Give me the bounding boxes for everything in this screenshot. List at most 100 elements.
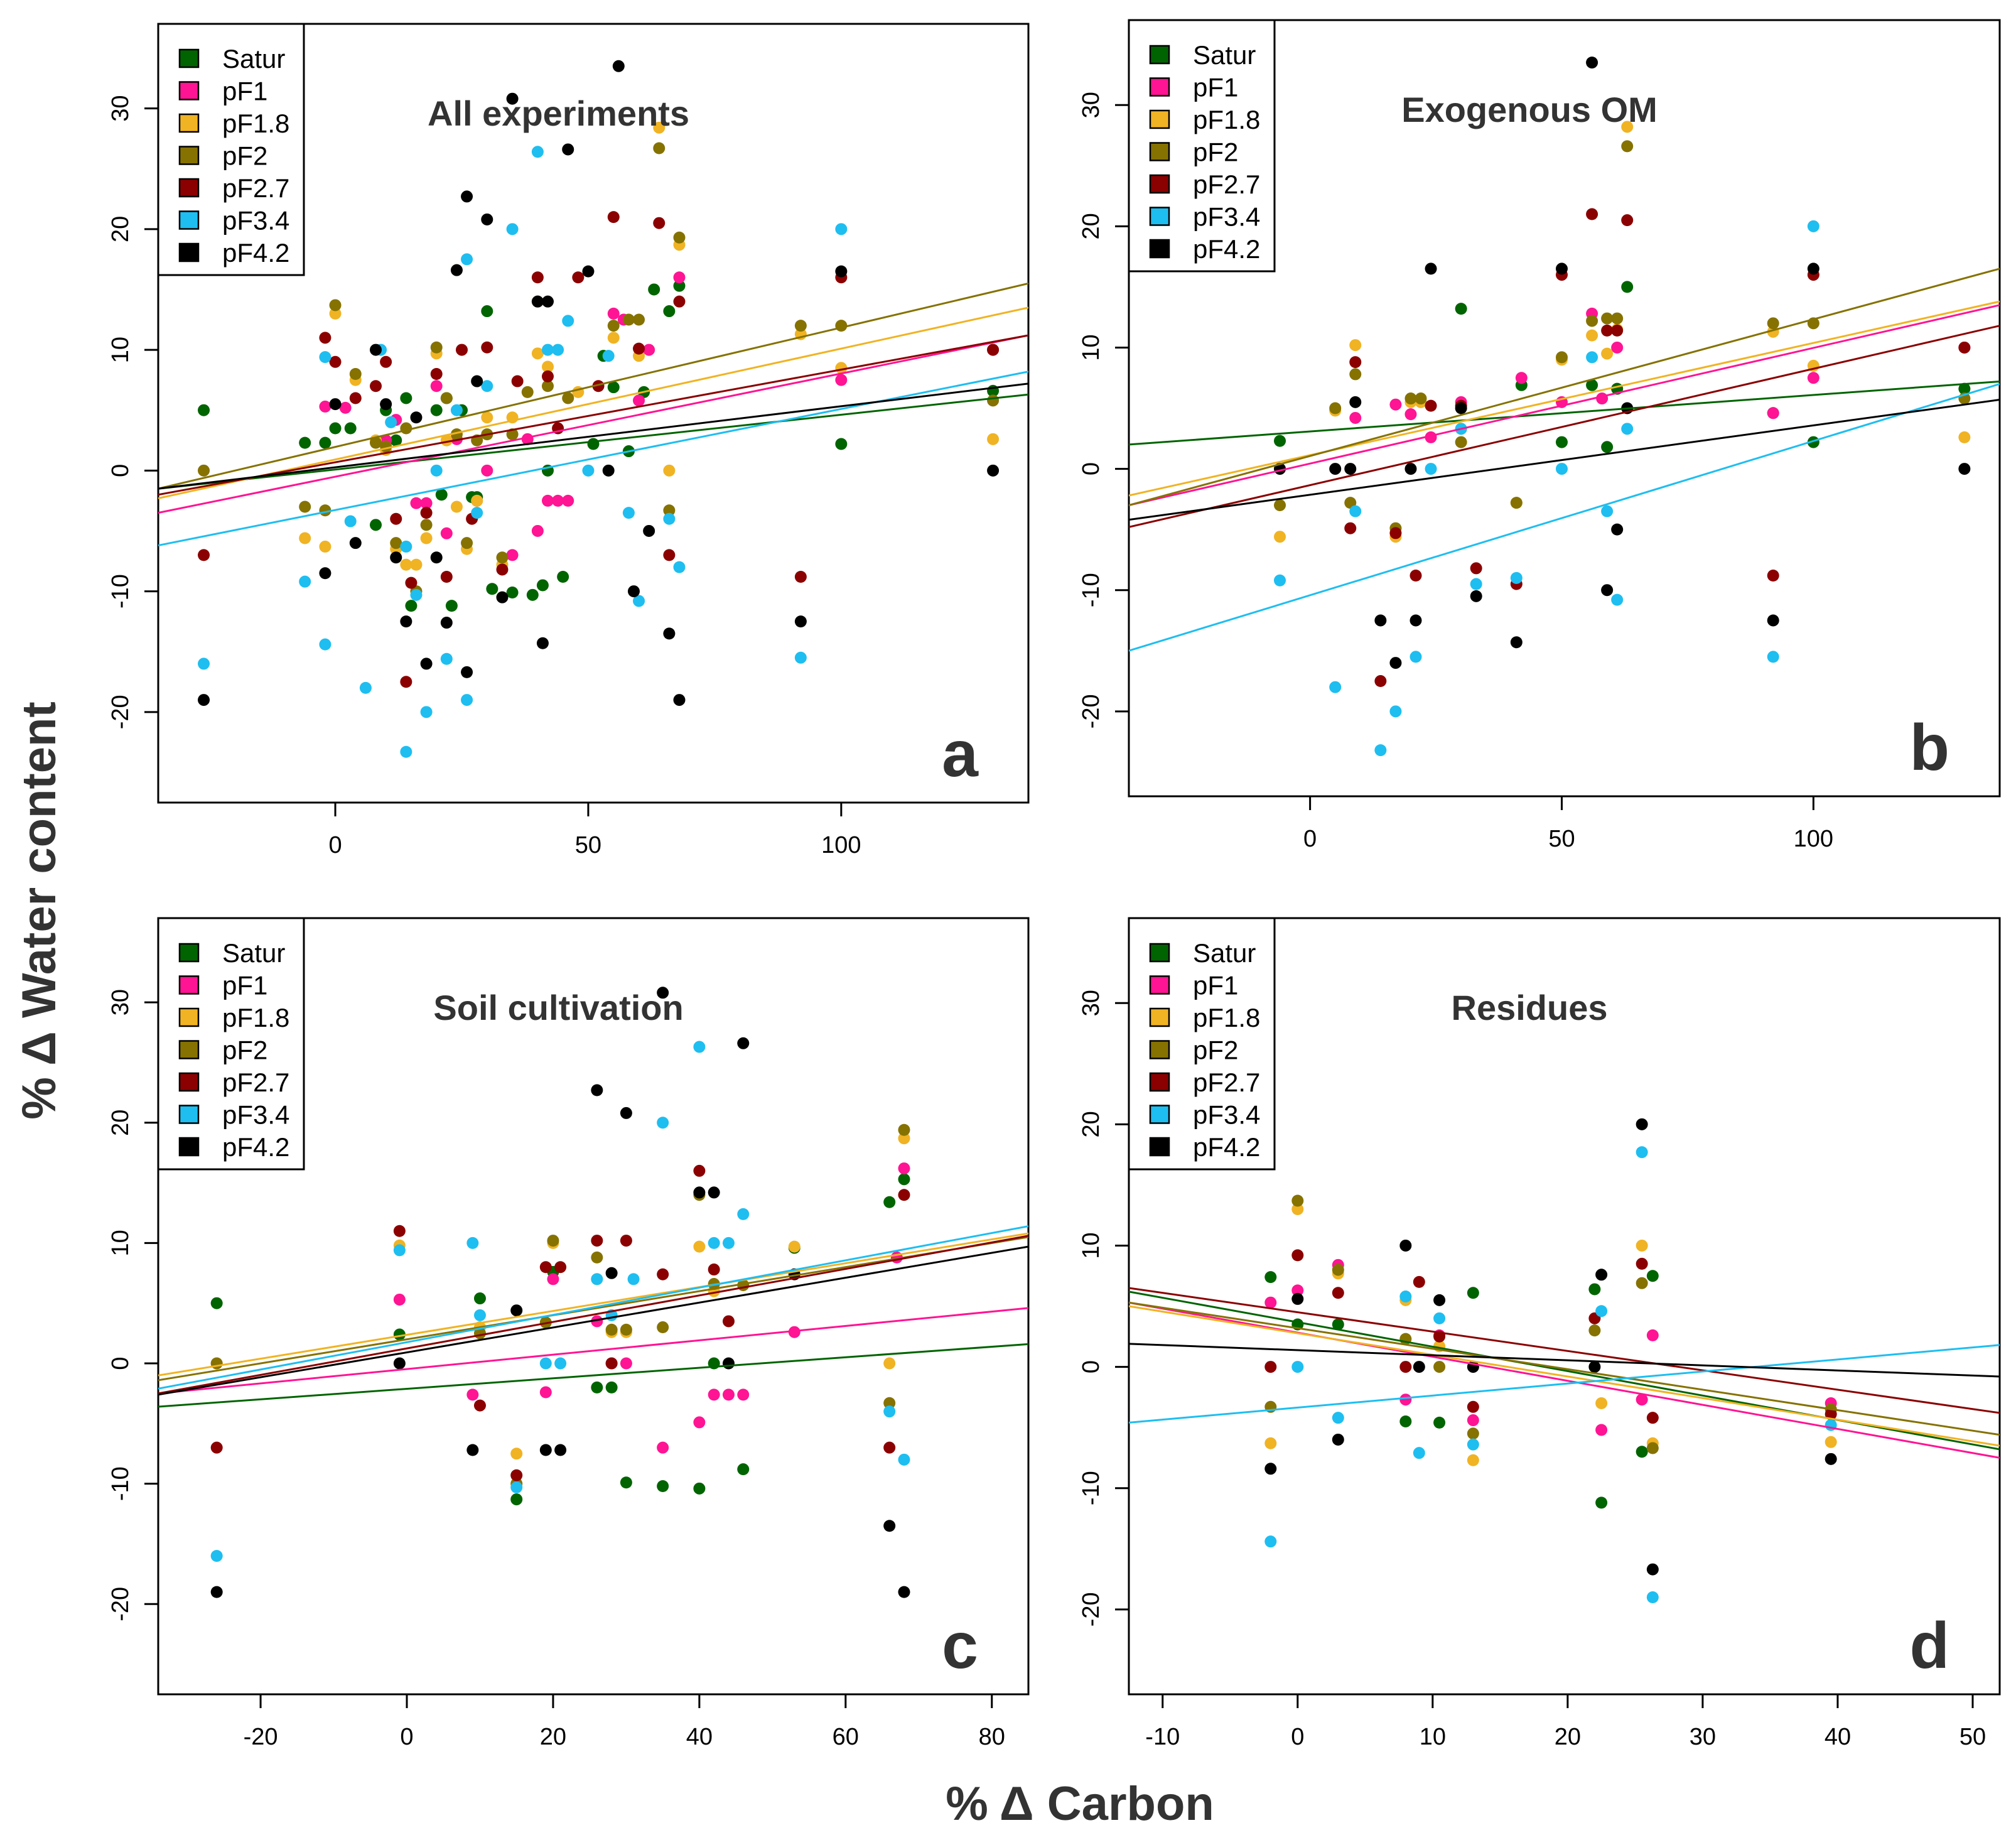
legend-label-pF1: pF1 xyxy=(222,971,267,1000)
panel-letter: d xyxy=(1909,1610,1949,1682)
data-point-pF2-7 xyxy=(496,563,509,576)
data-point-pF2-7 xyxy=(898,1189,910,1201)
plot-frame xyxy=(1128,19,2001,798)
legend-swatch-pF2-7 xyxy=(1149,174,1170,194)
data-point-pF4-2 xyxy=(1611,523,1624,536)
data-point-pF2-7 xyxy=(1425,399,1437,412)
legend-label-pF1: pF1 xyxy=(222,77,267,106)
legend-label-Satur: Satur xyxy=(1193,938,1256,968)
data-point-pF2-7 xyxy=(1825,1408,1837,1421)
data-point-pF2-7 xyxy=(605,1357,618,1370)
data-point-pF2-7 xyxy=(198,549,210,561)
data-point-pF3-4 xyxy=(591,1273,603,1285)
legend-label-Satur: Satur xyxy=(222,938,285,968)
data-point-pF3-4 xyxy=(1433,1312,1446,1324)
data-point-pF2-7 xyxy=(633,342,645,355)
data-point-pF4-2 xyxy=(536,637,549,649)
data-point-pF2-7 xyxy=(1958,341,1971,354)
data-point-pF2 xyxy=(1349,368,1362,381)
data-point-pF2 xyxy=(440,392,453,404)
y-tick-label: 0 xyxy=(107,1356,134,1370)
data-point-Satur xyxy=(400,392,412,404)
x-tick-label: 20 xyxy=(540,1724,566,1750)
data-point-pF3-4 xyxy=(440,652,453,665)
trend-line-Satur xyxy=(158,393,1028,490)
data-point-pF3-4 xyxy=(663,512,676,525)
data-point-pF1 xyxy=(607,307,620,320)
data-point-pF2 xyxy=(607,320,620,332)
panel-a: 0 50 100 -20 -10 0 10 20 30 All experiments a Satur… xyxy=(107,23,1030,858)
legend-swatch-Satur xyxy=(178,943,200,963)
legend-label-Satur: Satur xyxy=(1193,40,1256,70)
data-point-pF4-2 xyxy=(531,295,544,308)
data-point-pF4-2 xyxy=(1332,1433,1344,1446)
data-point-pF3-4 xyxy=(506,223,519,235)
x-tick-label: 60 xyxy=(833,1724,859,1750)
data-point-pF3-4 xyxy=(541,344,554,356)
data-point-pF2 xyxy=(329,299,342,311)
data-point-pF2-7 xyxy=(405,576,418,589)
data-point-pF1-8 xyxy=(607,332,620,344)
data-point-Satur xyxy=(1467,1287,1479,1299)
data-point-pF1 xyxy=(788,1326,800,1338)
x-tick-label: -20 xyxy=(244,1724,278,1750)
y-tick-label: -20 xyxy=(1078,694,1104,728)
data-point-pF4-2 xyxy=(1958,463,1971,475)
data-point-pF2-7 xyxy=(794,570,807,583)
data-point-pF1 xyxy=(1646,1329,1659,1341)
y-tick-label: 30 xyxy=(107,989,134,1015)
legend-swatch-pF4-2 xyxy=(178,242,200,262)
data-point-pF2-7 xyxy=(663,549,676,561)
y-tick-label: 10 xyxy=(1078,334,1104,360)
data-point-pF4-2 xyxy=(430,551,443,564)
data-point-pF4-2 xyxy=(1586,57,1598,69)
data-point-pF3-4 xyxy=(582,464,595,477)
data-point-pF2-7 xyxy=(210,1441,223,1454)
data-point-pF1 xyxy=(737,1388,750,1401)
data-point-pF1 xyxy=(722,1388,735,1401)
trend-line-pF2-7 xyxy=(158,1235,1028,1395)
data-point-pF2-7 xyxy=(440,570,453,583)
data-point-pF1-8 xyxy=(400,558,412,571)
data-point-pF2 xyxy=(663,504,676,517)
data-point-pF2-7 xyxy=(1767,570,1779,582)
data-point-pF1 xyxy=(506,549,519,561)
data-point-pF1-8 xyxy=(1601,347,1614,360)
data-point-pF2 xyxy=(1621,140,1634,153)
data-point-Satur xyxy=(737,1463,750,1476)
data-point-pF2 xyxy=(210,1357,223,1370)
data-point-pF1 xyxy=(657,1441,669,1454)
data-point-pF3-4 xyxy=(1264,1535,1277,1548)
data-point-pF4-2 xyxy=(539,1444,552,1456)
data-point-pF2 xyxy=(1274,499,1286,511)
legend-swatch-pF1 xyxy=(1149,975,1170,995)
data-point-pF3-4 xyxy=(1410,651,1422,663)
legend-label-pF1-8: pF1.8 xyxy=(222,109,289,138)
x-tick-label: 50 xyxy=(1548,826,1575,852)
data-point-pF3-4 xyxy=(1413,1447,1425,1459)
data-point-pF2-7 xyxy=(1389,527,1402,539)
data-point-pF1 xyxy=(898,1162,910,1175)
data-point-pF2-7 xyxy=(592,380,605,392)
data-point-pF1 xyxy=(633,394,645,407)
data-point-pF1 xyxy=(708,1388,720,1401)
data-point-pF3-4 xyxy=(1274,574,1286,587)
data-point-Satur xyxy=(607,381,620,394)
data-point-pF1 xyxy=(1595,1424,1608,1436)
data-point-Satur xyxy=(430,404,443,416)
data-point-pF2 xyxy=(1329,402,1342,414)
data-point-Satur xyxy=(605,1381,618,1394)
y-tick-label: 10 xyxy=(107,1230,134,1256)
data-point-pF1 xyxy=(1349,411,1362,424)
data-point-pF2-7 xyxy=(554,1261,567,1274)
data-point-Satur xyxy=(898,1173,910,1186)
x-tick-label: 40 xyxy=(1825,1724,1851,1750)
trend-line-pF2-7 xyxy=(1129,325,2000,528)
data-point-pF2 xyxy=(1636,1277,1648,1289)
data-point-pF2 xyxy=(1332,1264,1344,1276)
data-point-pF3-4 xyxy=(1646,1591,1659,1603)
trend-line-pF1 xyxy=(1129,304,2000,506)
legend-label-pF1: pF1 xyxy=(1193,73,1238,102)
data-point-pF4-2 xyxy=(605,1267,618,1279)
